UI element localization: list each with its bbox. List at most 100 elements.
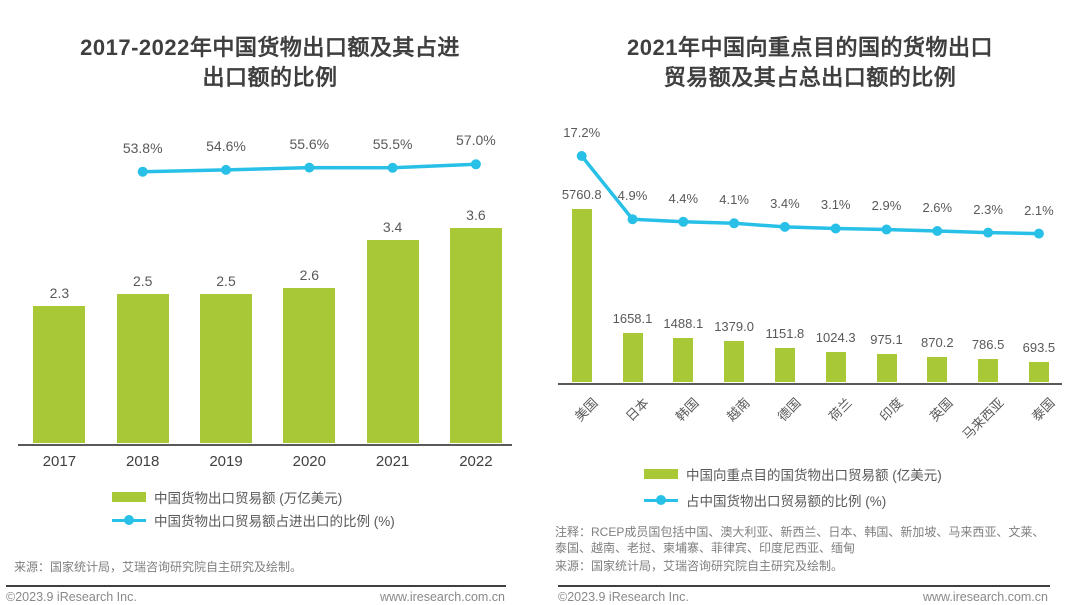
legend-label-bar: 中国向重点目的国货物出口贸易额 (亿美元) (686, 468, 942, 483)
bar-value-label: 2.5 (132, 273, 153, 289)
x-axis-label: 2019 (209, 453, 243, 470)
bar (283, 288, 336, 443)
x-axis-label: 2018 (126, 453, 160, 470)
x-axis-label: 2017 (42, 453, 77, 470)
data-point-marker (983, 227, 994, 238)
bar (876, 354, 897, 382)
line-swatch-icon (112, 515, 146, 525)
bar-value-label: 870.2 (921, 335, 954, 350)
right-source-note: 来源：国家统计局，艾瑞咨询研究院自主研究及绘制。 (555, 559, 844, 573)
bar-value-label: 3.6 (466, 207, 486, 223)
percent-label: 54.6% (206, 137, 246, 154)
x-axis-label: 德国 (774, 395, 804, 425)
bar (774, 348, 795, 382)
x-axis-label: 韩国 (673, 395, 703, 425)
bar-value-label: 1151.8 (765, 326, 805, 341)
bar (825, 352, 846, 382)
data-point-marker (729, 218, 740, 229)
left-chart-title: 2017-2022年中国货物出口额及其占进 出口额的比例 (0, 33, 540, 93)
percent-label: 57.0% (456, 132, 496, 149)
x-axis-label: 越南 (723, 395, 753, 425)
x-axis-label: 日本 (622, 395, 652, 425)
data-point-marker (137, 166, 148, 177)
percent-label: 53.8% (122, 139, 163, 156)
x-axis (558, 383, 1062, 385)
bar (571, 209, 592, 382)
bar-value-label: 1488.1 (663, 316, 704, 331)
left-chart-legend: 中国货物出口贸易额 (万亿美元) 中国货物出口贸易额占进出口的比例 (%) (112, 489, 395, 535)
data-point-marker (830, 223, 841, 234)
right-chart-panel: 2021年中国向重点目的国的货物出口 贸易额及其占总出口额的比例 5760.8 美… (540, 0, 1080, 605)
legend-label-line: 占中国货物出口贸易额的比例 (%) (686, 494, 887, 509)
website-text: www.iresearch.com.cn (922, 590, 1048, 604)
percent-label: 55.5% (372, 135, 413, 152)
bar-value-label: 3.4 (382, 219, 403, 235)
data-point-marker (627, 214, 638, 225)
x-axis-label: 英国 (927, 395, 957, 425)
data-point-marker (932, 226, 943, 236)
x-axis-label: 荷兰 (825, 395, 855, 425)
x-axis-label: 马来西亚 (959, 395, 1007, 443)
legend-row-line: 占中国货物出口贸易额的比例 (%) (644, 492, 942, 509)
bar-value-label: 1658.1 (612, 311, 653, 326)
left-source-note: 来源：国家统计局，艾瑞咨询研究院自主研究及绘制。 (14, 560, 303, 574)
data-point-marker (678, 216, 689, 227)
data-point-marker (779, 221, 790, 232)
percent-label: 17.2% (563, 124, 601, 140)
left-chart-title-line1: 2017-2022年中国货物出口额及其占进 (80, 35, 460, 60)
bar-value-label: 975.1 (870, 332, 903, 347)
bar (673, 338, 694, 382)
data-point-marker (881, 224, 892, 235)
right-chart-title-line2: 贸易额及其占总出口额的比例 (663, 65, 957, 90)
legend-row-bar: 中国货物出口贸易额 (万亿美元) (112, 489, 395, 506)
legend-label-line: 中国货物出口贸易额占进出口的比例 (%) (154, 514, 395, 529)
x-axis-label: 2020 (292, 453, 326, 470)
right-chart-title: 2021年中国向重点目的国的货物出口 贸易额及其占总出口额的比例 (540, 33, 1080, 93)
bar (200, 294, 252, 443)
bar-swatch-icon (112, 492, 146, 502)
x-axis-label: 2022 (459, 453, 493, 470)
website-text: www.iresearch.com.cn (379, 590, 505, 604)
copyright-text: ©2023.9 iResearch Inc. (558, 590, 689, 604)
bar (1028, 362, 1049, 382)
right-footer: ©2023.9 iResearch Inc. www.iresearch.com… (558, 590, 1048, 604)
left-footer-divider (6, 585, 506, 587)
data-point-marker (221, 164, 231, 175)
right-footer-divider (558, 585, 1050, 587)
rcep-note: 注释：RCEP成员国包括中国、澳大利亚、新西兰、日本、韩国、新加坡、马来西亚、文… (555, 525, 1045, 555)
data-point-marker (470, 159, 481, 170)
bar-value-label: 1024.3 (815, 330, 856, 345)
line-swatch-icon (644, 495, 678, 505)
bar (449, 228, 502, 443)
left-chart-panel: 2017-2022年中国货物出口额及其占进 出口额的比例 2.3 2017 2.5 2… (0, 33, 540, 604)
x-axis (18, 444, 512, 446)
x-axis-label: 印度 (876, 395, 906, 425)
data-point-marker (387, 162, 398, 173)
x-axis-label: 2021 (375, 453, 410, 470)
right-chart-legend: 中国向重点目的国货物出口贸易额 (亿美元) 占中国货物出口贸易额的比例 (%) (644, 466, 942, 515)
x-axis-label: 美国 (571, 395, 601, 425)
bar (116, 294, 169, 443)
left-footer: ©2023.9 iResearch Inc. www.iresearch.com… (6, 590, 505, 604)
bar (366, 240, 419, 443)
percent-label: 2.1% (1024, 202, 1054, 218)
data-point-marker (1033, 228, 1044, 239)
right-chart-title-line1: 2021年中国向重点目的国的货物出口 (627, 35, 993, 60)
legend-label-bar: 中国货物出口贸易额 (万亿美元) (154, 491, 343, 506)
percent-label: 55.6% (289, 135, 330, 152)
legend-row-bar: 中国向重点目的国货物出口贸易额 (亿美元) (644, 466, 942, 483)
x-axis-label: 泰国 (1028, 395, 1058, 425)
bar-value-label: 1379.0 (714, 319, 754, 334)
bar (33, 306, 86, 443)
bar (622, 333, 643, 382)
data-point-marker (304, 162, 315, 173)
legend-row-line: 中国货物出口贸易额占进出口的比例 (%) (112, 512, 395, 529)
bar-value-label: 2.5 (216, 273, 236, 289)
left-chart-canvas: 2.3 2017 2.5 2018 53.8% 2.5 2019 54.6% 2.6 2020 55… (18, 132, 512, 470)
data-point-marker (576, 151, 587, 161)
bar-swatch-icon (644, 469, 678, 479)
bar (927, 357, 948, 382)
trend-line-path (142, 162, 476, 174)
bar (978, 359, 999, 382)
